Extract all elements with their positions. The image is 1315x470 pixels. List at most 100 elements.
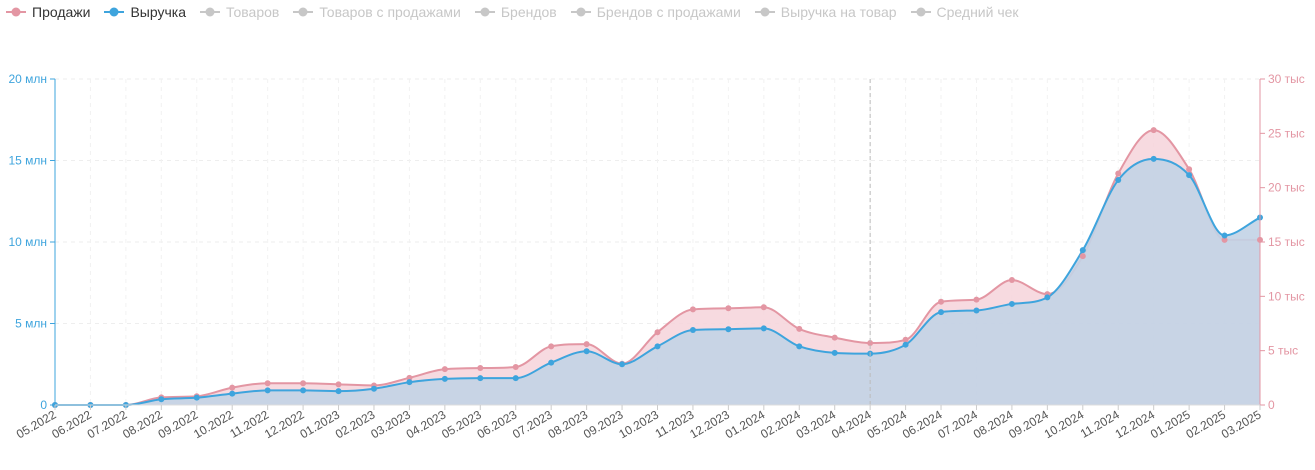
x-tick-label: 06.2024: [900, 407, 945, 441]
legend-item-label: Продажи: [32, 4, 91, 20]
revenue-point[interactable]: [725, 326, 732, 333]
y-right-tick-label: 10 тыс: [1268, 289, 1305, 303]
x-tick-label: 05.2023: [439, 407, 484, 441]
sales-point[interactable]: [300, 380, 307, 387]
revenue-point[interactable]: [1044, 294, 1051, 301]
sales-point[interactable]: [477, 365, 484, 372]
sales-point[interactable]: [264, 380, 271, 387]
revenue-point[interactable]: [1150, 155, 1157, 162]
revenue-point[interactable]: [654, 343, 661, 350]
sales-point[interactable]: [796, 325, 803, 332]
sales-point[interactable]: [760, 304, 767, 311]
x-tick-label: 01.2025: [1148, 407, 1193, 441]
sales-point[interactable]: [689, 306, 696, 313]
line-dot-icon: [570, 7, 591, 17]
legend-item-5[interactable]: Брендов: [474, 4, 557, 20]
sales-point[interactable]: [831, 334, 838, 341]
line-dot-icon: [754, 7, 775, 17]
revenue-point[interactable]: [1115, 177, 1122, 184]
revenue-point[interactable]: [902, 341, 909, 348]
line-dot-icon: [474, 7, 495, 17]
revenue-point[interactable]: [1221, 232, 1228, 239]
revenue-point[interactable]: [512, 375, 519, 382]
revenue-point[interactable]: [1079, 247, 1086, 254]
revenue-point[interactable]: [689, 327, 696, 334]
x-tick-label: 08.2024: [971, 407, 1016, 441]
x-tick-label: 02.2023: [333, 407, 378, 441]
revenue-point[interactable]: [441, 375, 448, 382]
revenue-point[interactable]: [300, 387, 307, 394]
revenue-point[interactable]: [548, 359, 555, 366]
sales-point[interactable]: [406, 374, 413, 381]
line-dot-icon: [200, 7, 221, 17]
revenue-point[interactable]: [406, 379, 413, 386]
revenue-point[interactable]: [938, 309, 945, 316]
legend-item-2[interactable]: Выручка: [104, 4, 186, 20]
sales-point[interactable]: [654, 329, 661, 336]
sales-point[interactable]: [1008, 277, 1015, 284]
revenue-point[interactable]: [760, 325, 767, 332]
line-dot-icon: [293, 7, 314, 17]
y-left-tick-label: 20 млн: [8, 72, 47, 86]
sales-point[interactable]: [583, 341, 590, 348]
legend-item-3[interactable]: Товаров: [200, 4, 279, 20]
revenue-point[interactable]: [264, 387, 271, 394]
sales-point[interactable]: [1079, 253, 1086, 260]
sales-point[interactable]: [1115, 170, 1122, 177]
x-tick-label: 12.2022: [262, 407, 307, 441]
revenue-point[interactable]: [193, 394, 200, 401]
x-tick-label: 07.2022: [85, 407, 130, 441]
sales-point[interactable]: [938, 298, 945, 305]
sales-point[interactable]: [1186, 166, 1193, 173]
y-left-tick-label: 5 млн: [15, 317, 47, 331]
revenue-point[interactable]: [796, 343, 803, 350]
x-tick-label: 08.2022: [120, 407, 165, 441]
legend-item-8[interactable]: Средний чек: [910, 4, 1019, 20]
sales-point[interactable]: [867, 340, 874, 347]
sales-point[interactable]: [1150, 127, 1157, 134]
revenue-point[interactable]: [973, 307, 980, 314]
revenue-point[interactable]: [335, 388, 342, 395]
x-tick-label: 02.2024: [758, 407, 803, 441]
sales-point[interactable]: [441, 366, 448, 373]
y-right-tick-label: 15 тыс: [1268, 235, 1305, 249]
sales-point[interactable]: [548, 343, 555, 350]
line-dot-icon: [6, 7, 26, 17]
x-tick-label: 09.2022: [156, 407, 201, 441]
legend-item-label: Выручка: [130, 4, 187, 20]
sales-point[interactable]: [512, 363, 519, 370]
x-tick-label: 10.2022: [191, 407, 236, 441]
x-tick-label: 03.2023: [368, 407, 413, 441]
revenue-point[interactable]: [1008, 300, 1015, 307]
revenue-point[interactable]: [370, 385, 377, 392]
legend-item-4[interactable]: Товаров с продажами: [293, 4, 461, 20]
revenue-point[interactable]: [229, 390, 236, 397]
sales-point[interactable]: [725, 305, 732, 312]
revenue-point[interactable]: [619, 361, 626, 368]
x-tick-label: 03.2024: [794, 407, 839, 441]
sales-point[interactable]: [973, 296, 980, 303]
series-area: [55, 158, 1260, 405]
revenue-point[interactable]: [831, 349, 838, 356]
sales-point[interactable]: [902, 336, 909, 343]
legend-item-label: Товаров: [226, 4, 280, 20]
sales-point[interactable]: [1221, 236, 1228, 243]
legend-item-7[interactable]: Выручка на товар: [754, 4, 897, 20]
legend-item-label: Выручка на товар: [780, 4, 897, 20]
line-dot-icon: [910, 7, 931, 17]
revenue-point[interactable]: [583, 348, 590, 355]
y-right-tick-label: 25 тыс: [1268, 126, 1305, 140]
revenue-point[interactable]: [1186, 172, 1193, 179]
x-tick-label: 03.2025: [1219, 407, 1264, 441]
legend-item-6[interactable]: Брендов с продажами: [570, 4, 741, 20]
y-right-tick-label: 30 тыс: [1268, 72, 1305, 86]
sales-point[interactable]: [335, 381, 342, 388]
revenue-point[interactable]: [158, 396, 165, 403]
sales-point[interactable]: [229, 384, 236, 391]
revenue-point[interactable]: [477, 375, 484, 382]
x-tick-label: 10.2024: [1042, 407, 1087, 441]
x-tick-label: 04.2024: [829, 407, 874, 441]
legend-item-1[interactable]: Продажи: [6, 4, 90, 20]
x-tick-label: 05.2022: [14, 407, 59, 441]
